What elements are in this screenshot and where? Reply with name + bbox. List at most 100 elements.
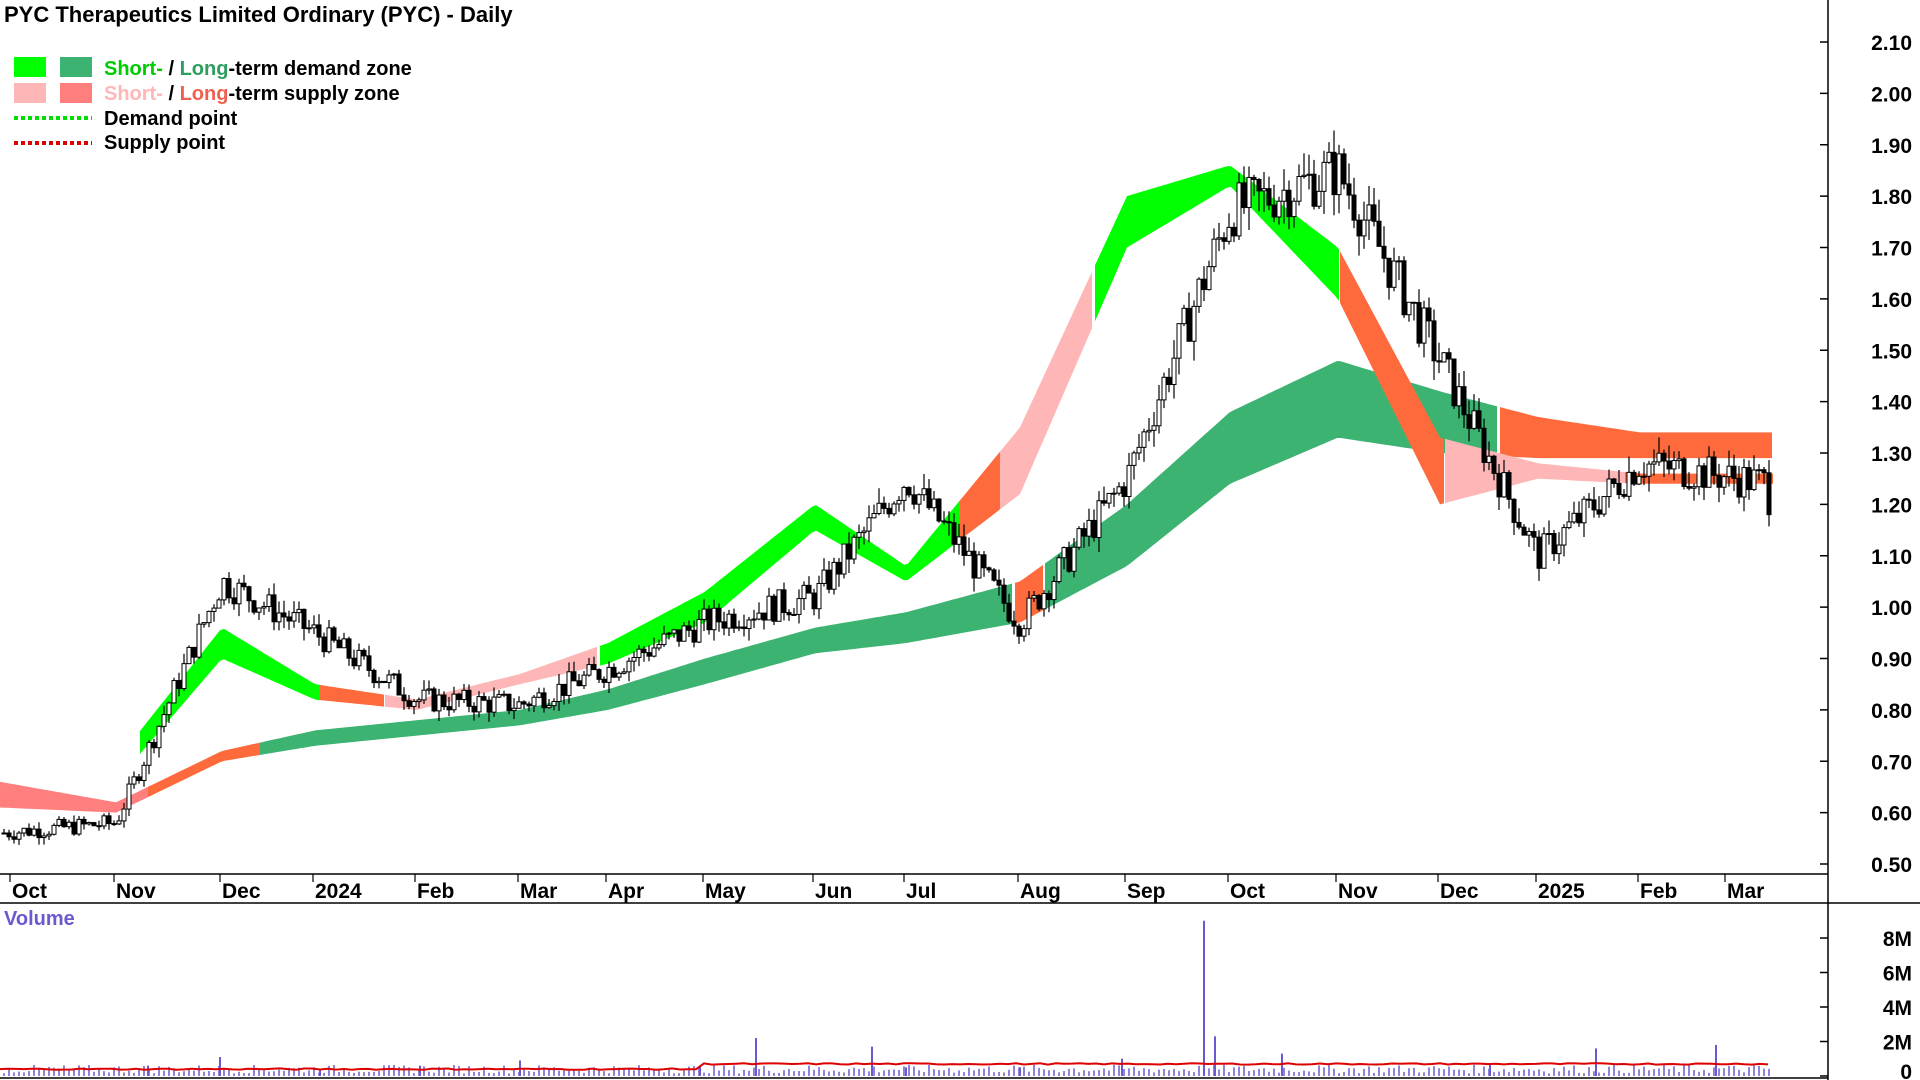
candle-body	[371, 669, 377, 684]
candle-body	[1671, 460, 1677, 470]
candle-body	[266, 594, 272, 608]
candle-body	[116, 820, 122, 825]
candle-body	[361, 649, 367, 657]
candle-body	[1706, 456, 1712, 488]
y-tick-label: 1.40	[1871, 392, 1912, 415]
candle-body	[1316, 190, 1322, 207]
candle-body	[366, 655, 372, 671]
long-term-supply-zone	[0, 781, 148, 813]
volume-label: Volume	[4, 908, 75, 930]
candle-body	[1561, 527, 1567, 546]
long-term-supply-zone	[1500, 407, 1772, 459]
short-term-supply-zone	[960, 451, 1000, 541]
candle-body	[1251, 176, 1257, 180]
candle-body	[386, 674, 392, 683]
candle-body	[1301, 174, 1307, 178]
volume-panel: 8M 6M 4M 2M 0	[0, 920, 1912, 1080]
candle-body	[1466, 414, 1472, 429]
candle-body	[1271, 204, 1277, 218]
candle-body	[246, 586, 252, 602]
candle-body	[16, 832, 22, 840]
candle-body	[1486, 455, 1492, 463]
candle-body	[1131, 452, 1137, 466]
candle-body	[221, 578, 227, 601]
candle-body	[191, 646, 197, 658]
candle-body	[1231, 226, 1237, 237]
candle-body	[1256, 178, 1262, 192]
candle-body	[156, 725, 162, 749]
candle-body	[31, 828, 37, 836]
legend-supply-zone-suffix: -term supply zone	[228, 83, 399, 105]
candle-body	[606, 666, 612, 683]
candle-body	[491, 696, 497, 713]
legend-swatch-long-demand	[60, 57, 92, 77]
candle-body	[616, 672, 622, 678]
candle-body	[41, 835, 47, 839]
candle-body	[1736, 477, 1742, 498]
candle-body	[1186, 307, 1192, 342]
candle-body	[771, 595, 777, 622]
candle-body	[936, 498, 942, 522]
candle-body	[301, 608, 307, 630]
candle-body	[586, 664, 592, 676]
candle-body	[1076, 528, 1082, 548]
legend-swatch-short-supply	[14, 83, 46, 103]
candle-body	[161, 714, 167, 727]
candle-body	[1151, 425, 1157, 431]
candle-body	[1391, 260, 1397, 288]
candle-body	[176, 680, 182, 690]
candle-body	[406, 700, 412, 707]
candle-body	[1476, 410, 1482, 429]
candle-body	[821, 569, 827, 584]
candle-body	[786, 612, 792, 616]
candle-body	[241, 582, 247, 588]
legend-swatch-short-demand	[14, 57, 46, 77]
candle-body	[1721, 476, 1727, 488]
candle-body	[391, 673, 397, 676]
y-tick-label: 1.20	[1871, 494, 1912, 517]
candle-body	[521, 701, 527, 705]
x-tick-label: Feb	[1640, 880, 1677, 903]
candle-body	[891, 503, 897, 515]
candle-body	[921, 488, 927, 496]
candle-body	[511, 707, 517, 712]
y-tick-label: 1.50	[1871, 340, 1912, 363]
candle-body	[991, 569, 997, 581]
candle-body	[1636, 475, 1642, 485]
candle-body	[856, 532, 862, 538]
candle-body	[1381, 245, 1387, 259]
candle-body	[126, 783, 132, 810]
y-tick-label: 1.60	[1871, 289, 1912, 312]
candle-body	[1406, 301, 1412, 316]
volume-tick-label: 0	[1900, 1061, 1912, 1080]
candle-body	[91, 822, 97, 827]
candle-body	[661, 633, 667, 646]
candle-body	[1351, 194, 1357, 221]
candle-body	[1526, 531, 1532, 536]
candle-body	[1596, 509, 1602, 515]
candle-body	[796, 598, 802, 615]
volume-average-line	[0, 1062, 1769, 1071]
candle-body	[1121, 486, 1127, 497]
candle-body	[1626, 471, 1632, 497]
candle-body	[701, 608, 707, 620]
candle-body	[1421, 307, 1427, 344]
candle-body	[1741, 467, 1747, 498]
candle-body	[376, 680, 382, 684]
candle-body	[351, 657, 357, 667]
candle-body	[836, 561, 842, 575]
candle-body	[1026, 597, 1032, 630]
candle-body	[711, 607, 717, 631]
y-tick-label: 2.10	[1871, 32, 1912, 55]
candle-body	[141, 764, 147, 782]
candle-body	[1336, 153, 1342, 196]
candle-body	[831, 561, 837, 590]
candle-body	[196, 623, 202, 658]
candle-body	[531, 696, 537, 707]
short-term-demand-zone	[1095, 166, 1339, 322]
candle-body	[286, 616, 292, 622]
legend-long-text-supply: Long	[180, 83, 229, 105]
candle-body	[716, 607, 722, 623]
candle-body	[226, 578, 232, 599]
x-tick-label: Apr	[608, 880, 644, 903]
